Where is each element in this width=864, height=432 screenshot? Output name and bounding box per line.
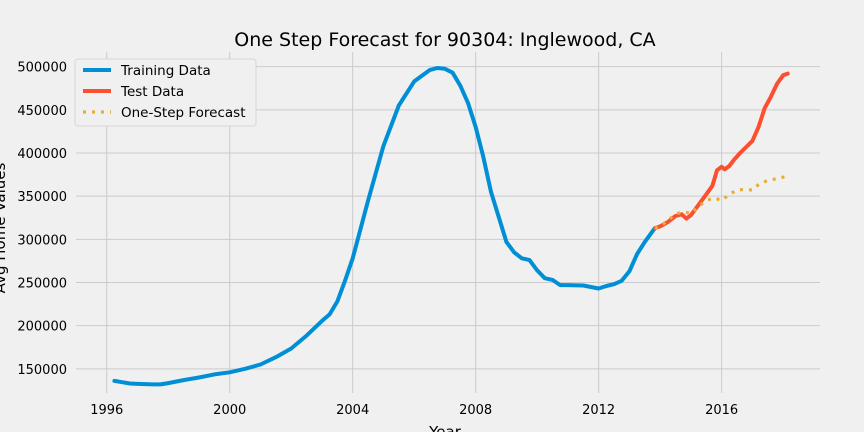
x-tick-label: 1996 — [90, 403, 123, 418]
legend: Training Data Test Data One-Step Forecast — [74, 58, 257, 127]
x-tick-label: 2000 — [213, 403, 246, 418]
y-tick-label: 250000 — [17, 276, 67, 291]
legend-frame — [74, 58, 257, 127]
x-tick-label: 2004 — [336, 403, 369, 418]
series-lines — [112, 66, 790, 387]
y-tick-label: 500000 — [17, 61, 67, 76]
x-tick-label: 2012 — [582, 403, 615, 418]
series-line-test-data — [652, 71, 790, 231]
legend-label: Test Data — [120, 84, 184, 100]
y-axis-title: Avg Home Values — [0, 163, 9, 294]
x-axis-title: Year — [428, 423, 462, 432]
chart-title: One Step Forecast for 90304: Inglewood, … — [234, 29, 655, 51]
legend-label: One-Step Forecast — [121, 105, 246, 121]
y-tick-label: 150000 — [17, 363, 67, 378]
y-tick-label: 350000 — [17, 190, 67, 205]
y-tick-label: 400000 — [17, 147, 67, 162]
x-tick-label: 2008 — [459, 403, 492, 418]
series-line-training-data — [112, 66, 657, 387]
y-tick-label: 450000 — [17, 104, 67, 119]
y-tick-label: 300000 — [17, 233, 67, 248]
tick-labels: 150000 200000 250000 300000 350000 400000 4500… — [17, 61, 738, 418]
x-tick-label: 2016 — [705, 403, 738, 418]
legend-label: Training Data — [120, 63, 211, 79]
y-tick-label: 200000 — [17, 320, 67, 335]
